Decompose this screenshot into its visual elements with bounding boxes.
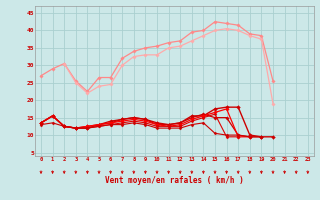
X-axis label: Vent moyen/en rafales ( km/h ): Vent moyen/en rafales ( km/h ) [105,176,244,185]
